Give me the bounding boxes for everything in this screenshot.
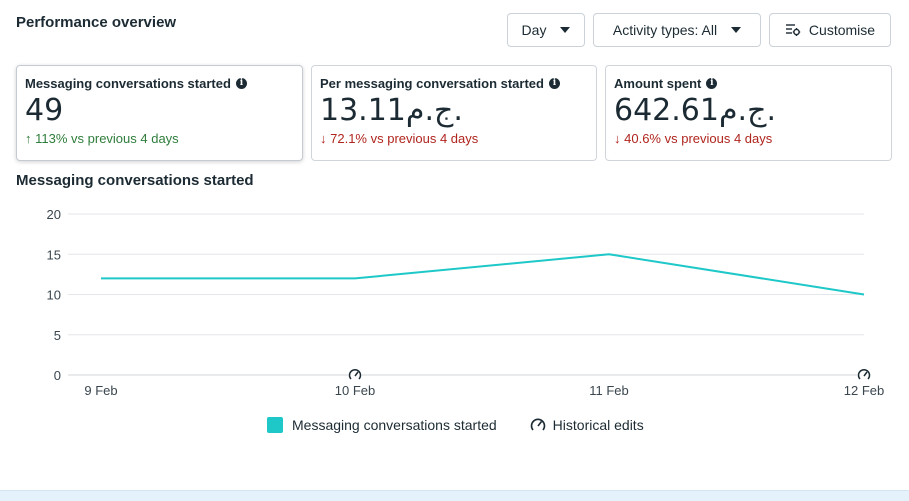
y-tick-label: 20 [47,207,61,222]
card-change-text: 113% vs previous 4 days [35,131,179,146]
info-icon[interactable]: i [548,78,560,89]
x-tick-label: 9 Feb [84,383,117,398]
card-change: ↓ 40.6% vs previous 4 days [614,131,883,146]
legend-series-label: Messaging conversations started [292,417,497,433]
caret-down-icon [731,27,742,33]
historical-edit-marker-icon[interactable] [857,368,871,382]
card-label: Per messaging conversation started [320,76,544,91]
metric-card-conversations[interactable]: Messaging conversations started i 49 ↑ 1… [16,65,303,161]
legend-swatch [267,417,283,433]
arrow-up-icon: ↑ [25,131,32,146]
card-label: Amount spent [614,76,702,91]
series-line [101,253,865,296]
chart-legend: Messaging conversations started Historic… [267,417,644,433]
data-point [353,276,358,281]
card-label: Messaging conversations started [25,76,231,91]
data-point [607,252,612,257]
caret-down-icon [560,27,571,33]
card-change-text: 72.1% vs previous 4 days [330,131,479,146]
metric-card-cost-per-conversation[interactable]: Per messaging conversation started i 13.… [311,65,597,161]
day-dropdown[interactable]: Day [507,13,585,47]
info-icon[interactable]: i [706,78,718,89]
legend-item-series[interactable]: Messaging conversations started [267,417,497,433]
y-tick-label: 10 [47,288,61,303]
chart-title: Messaging conversations started [16,172,254,189]
legend-item-historical-edits: Historical edits [529,417,644,433]
page-title: Performance overview [16,14,177,31]
bottom-divider [0,490,909,501]
x-tick-label: 10 Feb [335,383,375,398]
arrow-down-icon: ↓ [320,131,327,146]
customise-gear-icon [785,23,801,37]
legend-edits-label: Historical edits [552,417,644,433]
activity-types-dropdown[interactable]: Activity types: All [593,13,761,47]
arrow-down-icon: ↓ [614,131,621,146]
activity-types-label: Activity types: All [612,22,718,38]
info-icon[interactable]: i [235,78,247,89]
y-tick-label: 15 [47,247,61,262]
card-value: 13.11ج.م. [320,93,463,128]
line-chart: 0 5 10 15 20 9 Feb 10 Feb 11 Feb 12 Feb [47,207,885,398]
customise-label: Customise [808,22,876,38]
card-change: ↑ 113% vs previous 4 days [25,131,294,146]
card-value: 642.61ج.م. [614,93,777,128]
historical-edit-marker-icon[interactable] [348,368,362,382]
card-change: ↓ 72.1% vs previous 4 days [320,131,588,146]
data-point [99,276,104,281]
metric-card-amount-spent[interactable]: Amount spent i 642.61ج.م. ↓ 40.6% vs pre… [605,65,892,161]
customise-button[interactable]: Customise [769,13,891,47]
x-tick-label: 11 Feb [589,383,629,398]
y-tick-label: 0 [54,368,61,383]
historical-edit-icon [529,417,547,433]
data-point [862,292,867,297]
card-value: 49 [25,93,64,128]
x-tick-label: 12 Feb [844,383,884,398]
day-dropdown-label: Day [521,22,547,38]
y-tick-label: 5 [54,328,61,343]
card-change-text: 40.6% vs previous 4 days [624,131,773,146]
